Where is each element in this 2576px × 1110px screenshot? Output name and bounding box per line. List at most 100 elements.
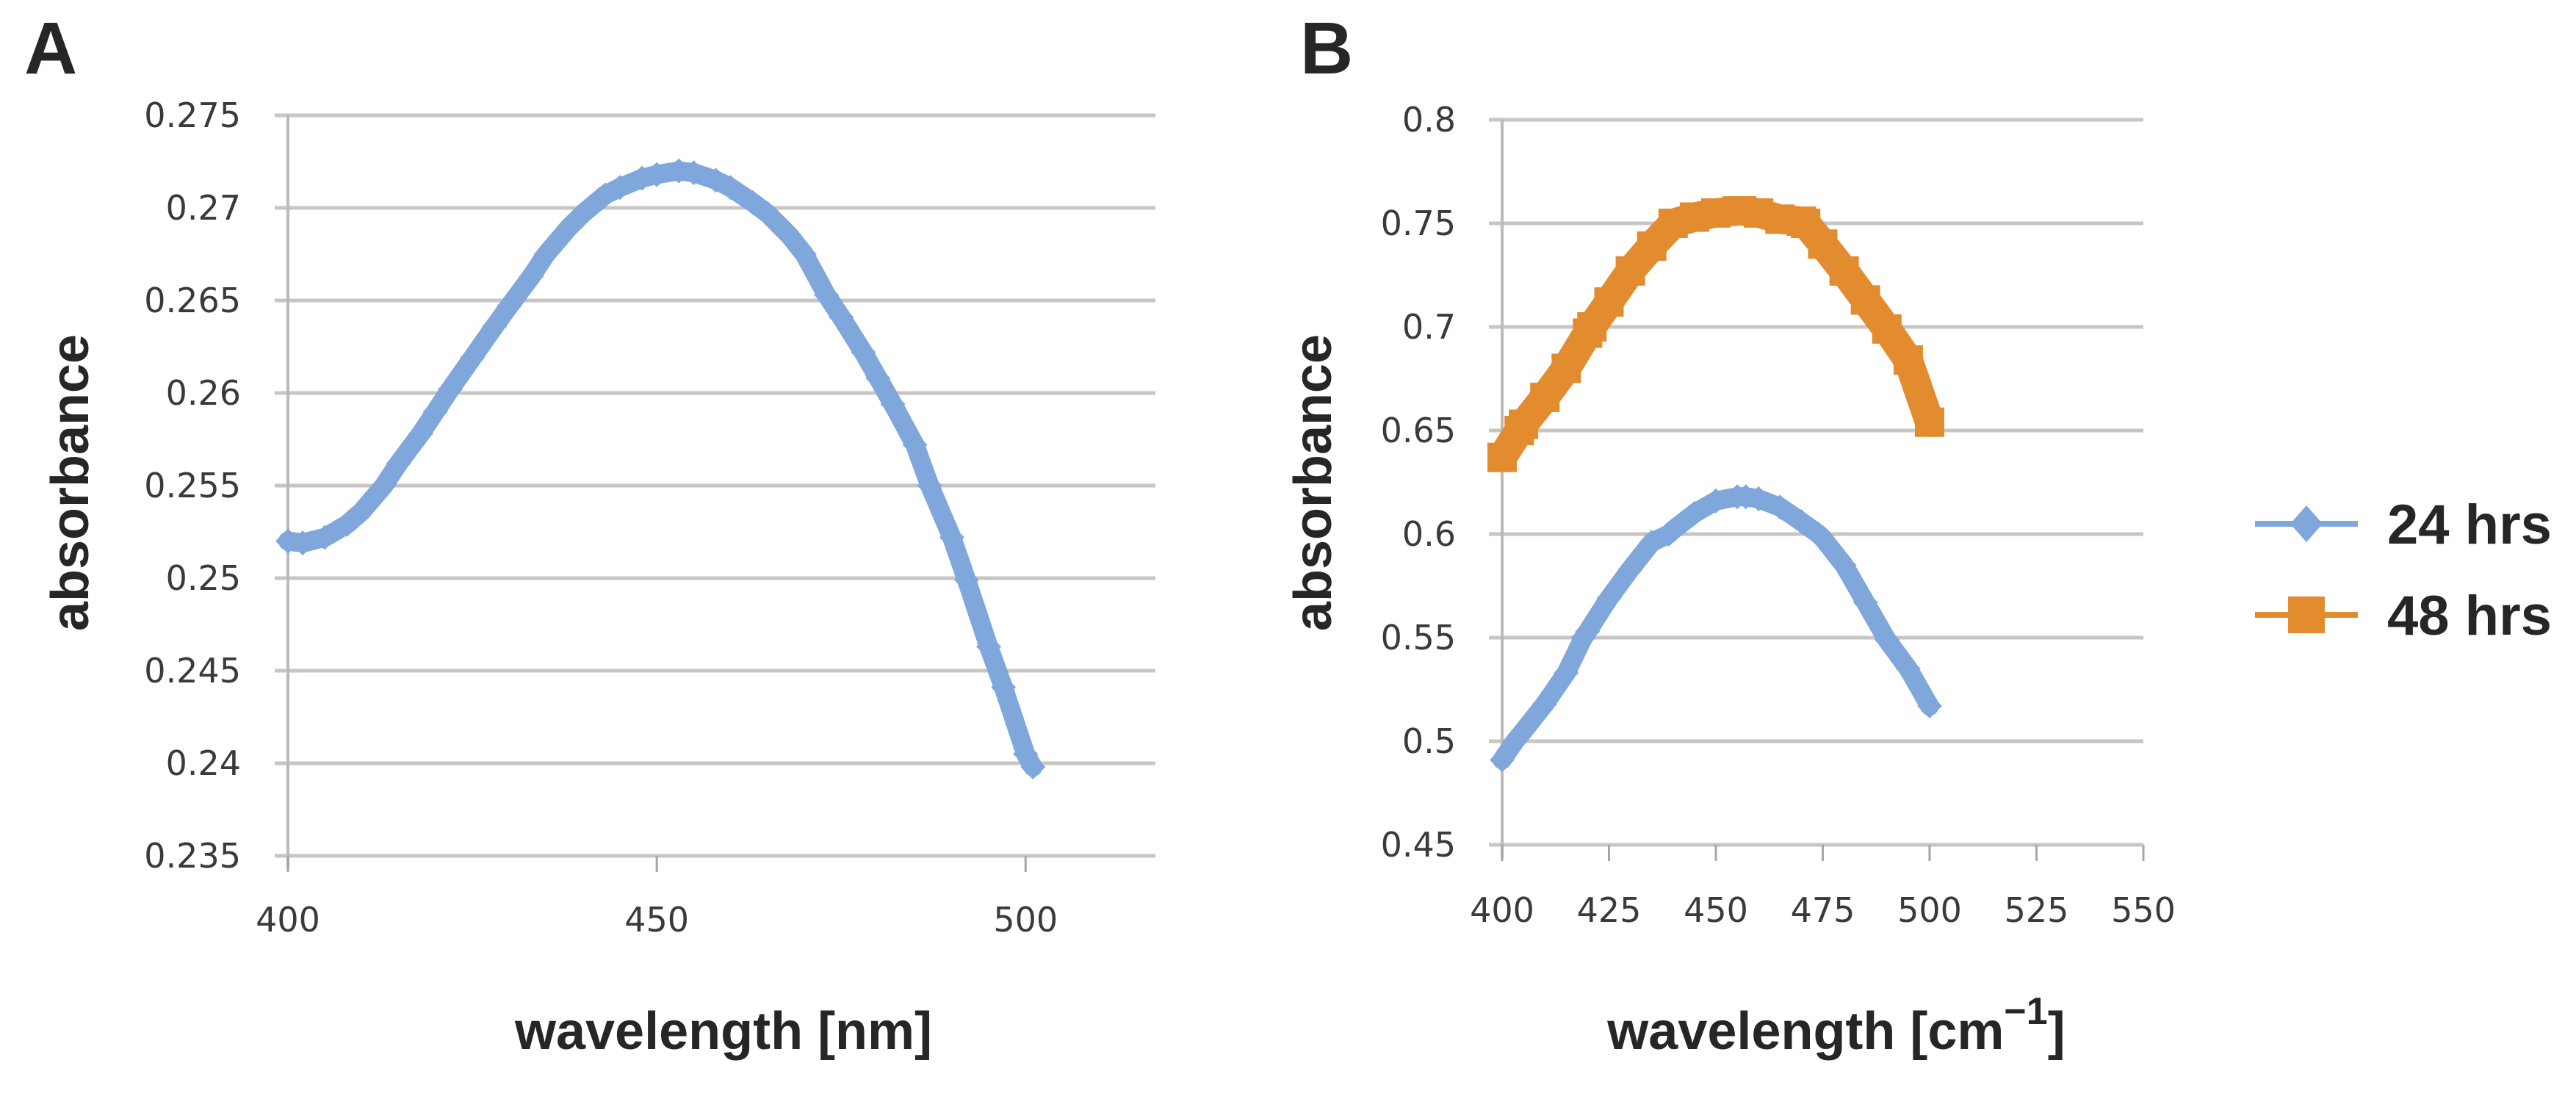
data-point-marker <box>754 201 780 226</box>
series-line <box>1487 196 1944 472</box>
legend-label-48-hrs: 48 hrs <box>2387 585 2552 647</box>
data-point-marker <box>681 160 707 186</box>
x-tick-labels-a: 400 450 500 <box>256 900 1058 940</box>
data-point-marker <box>1852 590 1878 616</box>
data-point-marker <box>718 175 743 201</box>
y-tick-label: 0.7 <box>1402 307 1456 347</box>
data-point-marker <box>1895 656 1921 682</box>
panel-label-a: A <box>24 7 77 90</box>
data-point-marker <box>592 182 618 208</box>
legend-item-24-hrs[interactable]: 24 hrs <box>2255 494 2552 556</box>
y-tick-label: 0.45 <box>1381 825 1456 865</box>
data-point-marker <box>814 282 840 308</box>
x-axis-title-b-suffix: ] <box>2048 1002 2066 1061</box>
data-point-marker <box>371 473 397 498</box>
x-axis-title-b: wavelength [cm−1] <box>1606 990 2065 1061</box>
data-point-marker <box>1915 407 1944 437</box>
x-tick-label: 550 <box>2111 890 2176 930</box>
data-point-marker <box>1874 627 1899 652</box>
data-point-marker <box>1551 353 1581 383</box>
data-point-marker <box>1511 718 1537 743</box>
data-point-marker <box>666 158 692 184</box>
y-tick-label: 0.27 <box>166 188 241 228</box>
y-tick-label: 0.25 <box>166 558 241 598</box>
y-tick-label: 0.5 <box>1402 721 1456 761</box>
series-48-hrs <box>1487 196 1944 472</box>
x-axis-title-b-superscript: −1 <box>2004 990 2047 1033</box>
x-axis-title-a: wavelength [nm] <box>514 1002 932 1061</box>
data-point-marker <box>519 264 544 289</box>
y-tick-labels-b: 0.45 0.5 0.55 0.6 0.65 0.7 0.75 0.8 <box>1381 100 1456 865</box>
x-tick-label: 450 <box>624 900 689 940</box>
data-point-marker <box>275 528 300 554</box>
grid-a <box>275 113 1155 872</box>
data-point-marker <box>334 511 360 537</box>
y-tick-label: 0.265 <box>144 281 241 320</box>
x-tick-label: 500 <box>993 900 1058 940</box>
data-point-marker <box>570 201 596 226</box>
data-point-marker <box>1530 382 1560 412</box>
data-point-marker <box>917 473 942 498</box>
data-point-marker <box>1660 517 1686 543</box>
y-tick-label: 0.255 <box>144 466 241 505</box>
data-point-marker <box>497 293 522 319</box>
y-tick-label: 0.6 <box>1402 514 1456 554</box>
x-tick-label: 525 <box>2005 890 2069 930</box>
data-point-marker <box>829 304 854 330</box>
data-point-marker <box>1789 509 1814 535</box>
data-point-marker <box>953 567 979 593</box>
data-point-marker <box>1617 556 1643 582</box>
data-point-marker <box>408 421 433 447</box>
series-group-a <box>275 158 1046 780</box>
data-point-marker <box>1810 525 1836 551</box>
panel-b: B 0.45 0.5 0.55 0.6 0.65 0.7 0.75 0.8 400 425 450… <box>1284 7 2552 1061</box>
data-point-marker <box>1487 442 1517 472</box>
data-point-marker <box>1850 285 1880 315</box>
x-tick-labels-b: 400 425 450 475 500 525 550 <box>1470 890 2176 930</box>
data-point-marker <box>386 450 411 476</box>
data-point-marker <box>1639 530 1664 555</box>
y-tick-label: 0.245 <box>144 651 241 691</box>
data-point-marker <box>533 242 559 267</box>
legend: 24 hrs 48 hrs <box>2255 494 2552 647</box>
data-point-marker <box>880 392 906 417</box>
panel-label-b: B <box>1300 7 1353 90</box>
data-point-marker <box>703 167 729 193</box>
diamond-marker-icon <box>2290 505 2323 542</box>
data-point-marker <box>976 634 1002 660</box>
data-point-marker <box>1681 500 1707 526</box>
data-point-marker <box>791 242 817 267</box>
data-point-marker <box>644 162 670 187</box>
y-tick-label: 0.75 <box>1381 203 1456 243</box>
y-tick-label: 0.235 <box>144 836 241 876</box>
data-point-marker <box>1831 552 1857 578</box>
data-point-marker <box>1615 256 1645 286</box>
data-point-marker <box>1746 486 1772 512</box>
data-point-marker <box>482 314 508 339</box>
data-point-marker <box>865 365 891 391</box>
grid-b <box>1489 118 2145 861</box>
data-point-marker <box>349 499 375 525</box>
data-point-marker <box>607 175 632 201</box>
data-point-marker <box>555 215 581 241</box>
x-tick-label: 400 <box>1470 890 1534 930</box>
data-point-marker <box>1917 693 1942 719</box>
legend-item-48-hrs[interactable]: 48 hrs <box>2255 585 2552 647</box>
data-point-marker <box>1808 229 1838 259</box>
data-point-marker <box>422 399 448 425</box>
x-tick-label: 425 <box>1577 890 1642 930</box>
data-point-marker <box>1532 691 1558 717</box>
x-axis-title-b-main: wavelength [cm <box>1606 1002 2004 1061</box>
x-tick-label: 500 <box>1897 890 1962 930</box>
data-point-marker <box>1767 494 1793 520</box>
data-point-marker <box>740 190 765 215</box>
data-point-marker <box>851 339 876 365</box>
data-point-marker <box>902 432 928 458</box>
y-tick-label: 0.26 <box>166 373 241 413</box>
data-point-marker <box>776 223 802 248</box>
data-point-marker <box>460 345 486 371</box>
data-point-marker <box>1596 585 1622 611</box>
data-point-marker <box>437 376 463 402</box>
y-tick-label: 0.8 <box>1402 100 1456 140</box>
data-point-marker <box>1577 312 1607 342</box>
